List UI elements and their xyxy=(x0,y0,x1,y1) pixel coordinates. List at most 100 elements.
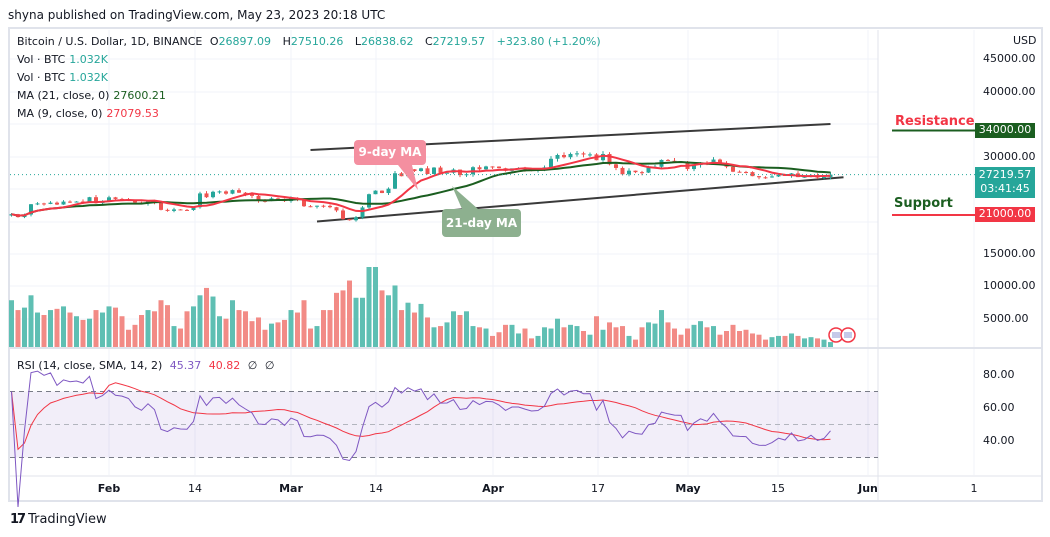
volume-bar xyxy=(243,311,248,347)
candle-body xyxy=(172,209,176,211)
volume-bar xyxy=(210,296,216,347)
ma21-legend[interactable]: MA (21, close, 0) 27600.21 xyxy=(17,89,170,102)
candle-body xyxy=(68,201,72,203)
candle-body xyxy=(230,190,235,194)
volume-bar xyxy=(678,334,684,347)
volume-bar xyxy=(223,318,229,347)
volume-legend-1[interactable]: Vol · BTC 1.032K xyxy=(17,53,112,66)
volume-bar xyxy=(366,267,372,347)
volume-bar xyxy=(9,300,14,347)
volume-bar xyxy=(249,321,255,347)
volume-bar xyxy=(724,331,729,347)
candle-body xyxy=(185,209,189,211)
volume-bar xyxy=(41,315,47,347)
volume-bar xyxy=(353,297,359,347)
candle-body xyxy=(224,191,228,194)
volume-bar xyxy=(158,300,164,347)
volume-legend-2[interactable]: Vol · BTC 1.032K xyxy=(17,71,112,84)
candle-body xyxy=(601,154,605,161)
candle-body xyxy=(620,167,625,175)
candle-body xyxy=(159,202,163,210)
ma9-legend[interactable]: MA (9, close, 0) 27079.53 xyxy=(17,107,163,120)
lower-trendline xyxy=(316,176,844,223)
candle-body xyxy=(341,210,345,220)
candle-body xyxy=(672,160,677,162)
time-tick: Feb xyxy=(97,482,121,495)
candle-body xyxy=(237,190,241,193)
volume-bar xyxy=(93,310,99,347)
volume-bar xyxy=(178,328,183,347)
candle-body xyxy=(354,217,358,221)
volume-bar xyxy=(347,280,352,347)
rsi-na-value: ∅ xyxy=(247,359,258,372)
volume-bar xyxy=(483,328,489,347)
candle-body xyxy=(770,176,774,178)
low-value: 26838.62 xyxy=(360,35,414,48)
candle-body xyxy=(35,203,40,205)
candle-body xyxy=(744,171,748,173)
candle-body xyxy=(718,159,722,164)
candle-body xyxy=(555,155,560,159)
candle-body xyxy=(178,209,183,211)
candle-body xyxy=(367,194,371,208)
candle-body xyxy=(412,169,417,171)
volume-bar xyxy=(340,290,346,347)
volume-bar xyxy=(119,316,125,347)
volume-bar xyxy=(704,327,710,347)
tradingview-logo[interactable]: 17 TradingView xyxy=(10,512,107,527)
volume-bar xyxy=(314,326,320,347)
candle-body xyxy=(107,197,111,202)
candle-body xyxy=(380,190,384,194)
volume-bar xyxy=(22,307,27,347)
candle-body xyxy=(276,198,280,200)
volume-bar xyxy=(509,324,515,347)
volume-bar xyxy=(197,295,203,347)
volume-bar xyxy=(600,329,606,347)
volume-bar xyxy=(711,326,716,347)
volume-bar xyxy=(568,324,573,347)
candle-body xyxy=(438,167,443,173)
volume-bar xyxy=(444,322,450,347)
volume-bar xyxy=(295,312,300,347)
volume-bar xyxy=(230,300,235,347)
price-tick: 5000.00 xyxy=(983,312,1029,325)
ma21-line xyxy=(11,160,831,217)
candle-body xyxy=(386,188,391,194)
candle-body xyxy=(425,168,430,174)
price-tick: 15000.00 xyxy=(983,247,1036,260)
currency-label[interactable]: USD xyxy=(1013,34,1037,47)
resistance-price-badge: 34000.00 xyxy=(975,123,1035,138)
volume-bar xyxy=(613,327,619,347)
volume-bar xyxy=(691,324,697,347)
ma21-callout[interactable]: 21-day MA xyxy=(442,209,521,237)
publish-info: shyna published on TradingView.com, May … xyxy=(8,8,386,22)
rsi-value: 45.37 xyxy=(169,359,202,372)
volume-bar xyxy=(204,287,209,347)
rsi-na-value: ∅ xyxy=(264,359,275,372)
rsi-legend[interactable]: RSI (14, close, SMA, 14, 2) 45.37 40.82 … xyxy=(17,359,278,372)
ma9-callout[interactable]: 9-day MA xyxy=(354,140,426,165)
volume-bar xyxy=(477,327,482,347)
volume-bar xyxy=(698,321,703,347)
volume-bar xyxy=(490,335,495,347)
candle-body xyxy=(802,176,807,178)
symbol-name[interactable]: Bitcoin / U.S. Dollar, 1D, BINANCE xyxy=(17,35,203,48)
volume-bar xyxy=(418,303,424,347)
rsi-label: RSI (14, close, SMA, 14, 2) xyxy=(17,359,163,372)
price-tick: 10000.00 xyxy=(983,279,1036,292)
ma21-callout-pointer xyxy=(452,186,478,209)
volume-bar xyxy=(35,312,40,347)
volume-bar xyxy=(802,338,807,347)
volume-bar xyxy=(789,333,794,347)
candle-body xyxy=(373,190,378,195)
candle-body xyxy=(646,167,651,173)
volume-bar xyxy=(165,305,170,347)
volume-bar xyxy=(217,316,222,347)
vol-value: 1.032K xyxy=(69,71,108,84)
candle-body xyxy=(321,205,326,207)
candle-body xyxy=(113,197,118,199)
candle-body xyxy=(198,193,202,208)
ma9-line xyxy=(11,154,831,217)
volume-bar xyxy=(360,297,365,347)
